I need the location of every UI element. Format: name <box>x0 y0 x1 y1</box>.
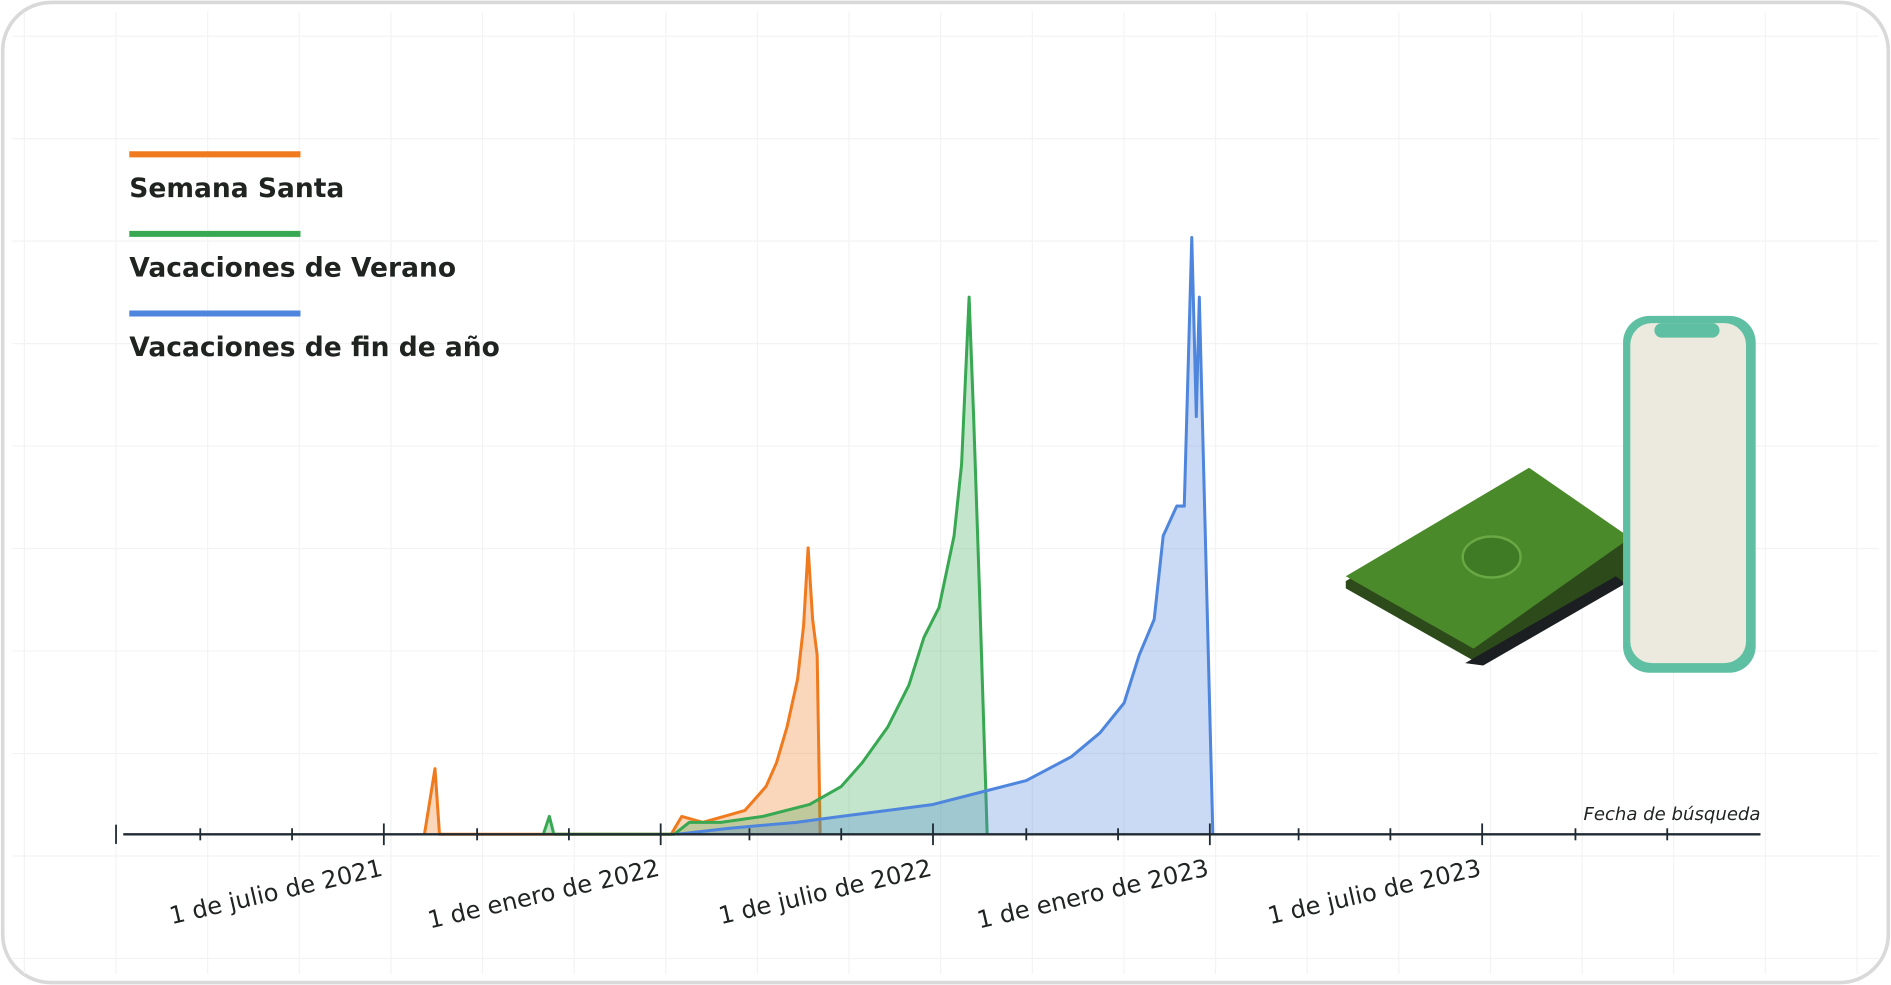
area <box>543 297 988 835</box>
legend: Semana Santa Vacaciones de Verano Vacacion… <box>129 151 500 363</box>
line <box>677 236 1215 836</box>
passport-globe <box>1461 535 1522 579</box>
background-grid <box>12 12 1879 975</box>
x-axis-title: Fecha de búsqueda <box>1583 804 1760 825</box>
line <box>541 295 989 836</box>
legend-label: Vacaciones de fin de año <box>129 332 500 363</box>
area <box>677 237 1213 835</box>
legend-label: Semana Santa <box>129 173 344 204</box>
legend-label: Vacaciones de Verano <box>129 252 456 283</box>
shadow <box>1465 576 1626 666</box>
phone-notch <box>1654 323 1720 338</box>
illustration <box>1345 315 1756 673</box>
phone-screen <box>1630 323 1747 664</box>
area <box>424 547 821 835</box>
